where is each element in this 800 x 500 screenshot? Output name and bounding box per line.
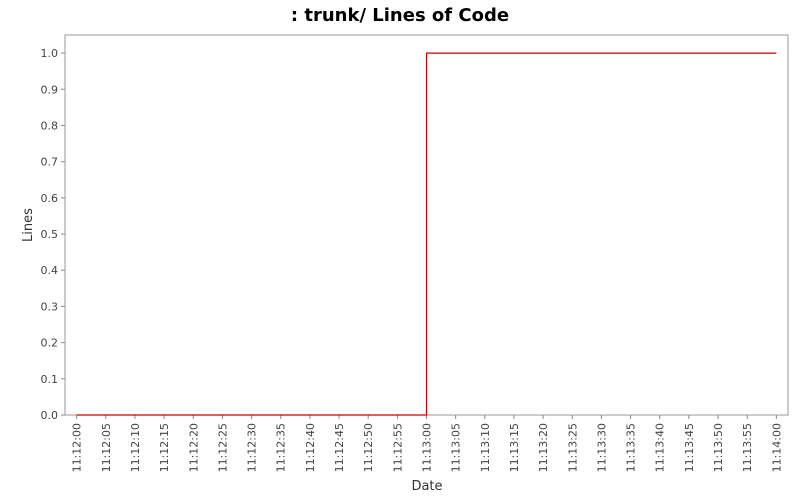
x-tick-label: 11:12:55 <box>391 423 404 472</box>
y-tick-label: 0.8 <box>41 119 59 132</box>
x-tick-label: 11:12:20 <box>187 423 200 472</box>
chart-title: : trunk/ Lines of Code <box>291 5 509 26</box>
x-tick-label: 11:12:50 <box>362 423 375 472</box>
x-tick-label: 11:13:05 <box>450 423 463 472</box>
y-tick-label: 0.9 <box>41 83 59 96</box>
x-tick-label: 11:13:55 <box>741 423 754 472</box>
y-tick-label: 0.3 <box>41 300 59 313</box>
x-tick-label: 11:13:15 <box>508 423 521 472</box>
x-tick-label: 11:12:30 <box>246 423 259 472</box>
x-tick-label: 11:13:30 <box>595 423 608 472</box>
x-tick-label: 11:13:00 <box>421 423 434 472</box>
series-layer <box>76 52 777 416</box>
x-tick-label: 11:13:20 <box>537 423 550 472</box>
x-tick-label: 11:12:40 <box>304 423 317 472</box>
y-tick-label: 0.5 <box>41 228 59 241</box>
x-tick-label: 11:13:50 <box>712 423 725 472</box>
y-tick-label: 0.7 <box>41 156 59 169</box>
x-tick-label: 11:12:05 <box>100 423 113 472</box>
x-axis-label: Date <box>411 479 442 494</box>
x-tick-label: 11:13:25 <box>566 423 579 472</box>
y-tick-label: 1.0 <box>41 47 59 60</box>
y-tick-label: 0.1 <box>41 373 59 386</box>
series-line <box>76 52 777 416</box>
x-tick-label: 11:13:35 <box>625 423 638 472</box>
x-tick-label: 11:12:25 <box>216 423 229 472</box>
x-tick-label: 11:12:15 <box>158 423 171 472</box>
y-tick-label: 0.0 <box>41 409 59 422</box>
x-tick-label: 11:12:35 <box>275 423 288 472</box>
x-tick-label: 11:12:10 <box>129 423 142 472</box>
x-tick-label: 11:12:45 <box>333 423 346 472</box>
x-tick-label: 11:13:10 <box>479 423 492 472</box>
y-axis-label: Lines <box>21 208 36 242</box>
x-tick-label: 11:13:45 <box>683 423 696 472</box>
y-tick-label: 0.6 <box>41 192 59 205</box>
x-tick-label: 11:14:00 <box>770 423 783 472</box>
y-axis: 0.0 0.1 0.2 0.3 0.4 0.5 0.6 0.7 0.8 0.9 1.0 <box>41 47 65 422</box>
x-axis: 11:12:00 11:12:05 11:12:10 11:12:15 11:12:20… <box>71 415 783 472</box>
y-tick-label: 0.4 <box>41 264 59 277</box>
x-tick-label: 11:12:00 <box>71 423 84 472</box>
x-tick-label: 11:13:40 <box>654 423 667 472</box>
y-tick-label: 0.2 <box>41 337 59 350</box>
